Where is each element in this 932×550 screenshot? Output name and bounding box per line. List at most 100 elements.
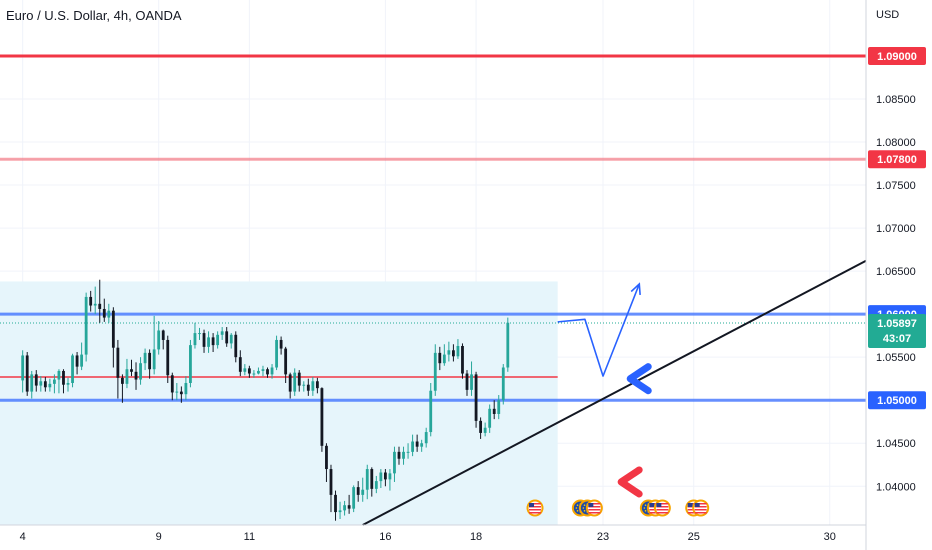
us-flag-icon xyxy=(653,499,671,517)
current-price-tag xyxy=(868,314,926,349)
eu-flag-star xyxy=(582,507,585,509)
us-flag-canton xyxy=(529,503,535,507)
candle-body xyxy=(62,370,65,385)
candle-body xyxy=(424,432,428,444)
candle-body xyxy=(397,451,401,459)
candle-body xyxy=(261,369,265,371)
us-flag-canton xyxy=(656,503,662,507)
candle-body xyxy=(393,451,396,474)
y-tick-label: 1.04500 xyxy=(876,438,916,450)
candle-body xyxy=(279,339,283,349)
candle-body xyxy=(306,384,310,391)
candle-body xyxy=(166,339,170,376)
candle-body xyxy=(374,481,378,489)
candle-body xyxy=(311,381,315,391)
price-levels xyxy=(0,54,866,402)
x-tick-label: 16 xyxy=(379,531,391,543)
price-tag-label: 1.09000 xyxy=(877,51,917,63)
us-flag-stripe xyxy=(529,509,542,511)
candle-body xyxy=(243,368,247,372)
x-tick-label: 30 xyxy=(824,531,836,543)
candle-body xyxy=(48,383,52,388)
drawings xyxy=(362,259,867,526)
us-flag-canton xyxy=(588,503,594,507)
y-tick-label: 1.04000 xyxy=(876,481,916,493)
candle-body xyxy=(365,469,369,490)
candle-body xyxy=(297,372,301,386)
eu-flag-star xyxy=(644,510,647,512)
us-flag-icon xyxy=(585,499,603,517)
us-flag-stripe xyxy=(694,512,707,514)
y-axis: USD 1.08500 1.08000 1.07500 1.07000 1.06500 1… xyxy=(865,0,916,550)
arrow-left-icon xyxy=(617,466,643,498)
y-tick-label: 1.08000 xyxy=(876,137,916,149)
event-markers xyxy=(526,499,710,517)
range-zone xyxy=(0,281,558,525)
y-tick-label: 1.08500 xyxy=(876,94,916,106)
candle-body xyxy=(247,368,251,374)
us-flag-icon xyxy=(526,499,544,517)
candle-body xyxy=(383,472,387,480)
x-tick-label: 23 xyxy=(597,531,609,543)
us-flag-canton xyxy=(687,503,693,507)
candle-body xyxy=(420,443,424,447)
x-tick-label: 25 xyxy=(688,531,700,543)
candle-body xyxy=(370,469,374,489)
candle-body xyxy=(288,374,292,392)
us-flag-stripe xyxy=(529,506,542,508)
us-flag-stripe xyxy=(588,506,601,508)
candle-body xyxy=(39,381,43,386)
candle-body xyxy=(102,308,106,318)
candle-body xyxy=(388,473,392,480)
candle-body xyxy=(225,331,229,344)
candle-body xyxy=(30,374,34,392)
us-flag-stripe xyxy=(656,506,669,508)
candle-body xyxy=(329,469,333,495)
candle-body xyxy=(84,296,88,355)
candle-body xyxy=(139,363,142,380)
candle-body xyxy=(315,381,319,389)
candle-body xyxy=(148,352,152,370)
us-flag-stripe xyxy=(588,512,601,514)
candle-body xyxy=(338,510,342,513)
candle-body xyxy=(98,303,102,309)
candle-body xyxy=(93,303,97,306)
candle-body xyxy=(25,355,29,392)
candle-body xyxy=(193,333,197,346)
candle-body xyxy=(415,441,419,447)
candle-body xyxy=(497,400,501,414)
arrow-left-icon xyxy=(626,363,652,395)
candle-body xyxy=(198,333,201,335)
price-tag xyxy=(868,150,926,169)
chart-title: Euro / U.S. Dollar, 4h, OANDA xyxy=(6,8,182,23)
candle-body xyxy=(80,354,84,367)
us-flag-stripe xyxy=(588,503,601,505)
us-flag-stripe xyxy=(694,509,707,511)
price-tag-label: 1.07800 xyxy=(877,154,917,166)
us-flag-stripe xyxy=(694,503,707,505)
y-tick-label: 1.05500 xyxy=(876,352,916,364)
candle-body xyxy=(456,345,460,357)
candle-body xyxy=(270,367,274,375)
eu-flag-star xyxy=(576,504,579,506)
eu-flag-star xyxy=(643,507,646,509)
candle-body xyxy=(429,390,433,433)
candle-body xyxy=(488,408,492,428)
us-flag-canton xyxy=(694,503,700,507)
y-tick-label: 1.06500 xyxy=(876,266,916,278)
x-tick-label: 11 xyxy=(244,531,255,543)
candle-body xyxy=(343,505,346,511)
candle-body xyxy=(433,352,437,391)
candle-body xyxy=(334,494,337,513)
candle-body xyxy=(361,489,365,495)
candle-body xyxy=(483,427,487,433)
candle-body xyxy=(66,382,70,385)
candle-body xyxy=(406,451,410,453)
x-tick-label: 4 xyxy=(20,531,26,543)
candle-body xyxy=(352,487,356,509)
candle-body xyxy=(347,505,351,509)
candle-body xyxy=(207,337,210,347)
trendline xyxy=(362,259,867,526)
candle-body xyxy=(157,330,161,350)
candle-body xyxy=(438,352,442,364)
